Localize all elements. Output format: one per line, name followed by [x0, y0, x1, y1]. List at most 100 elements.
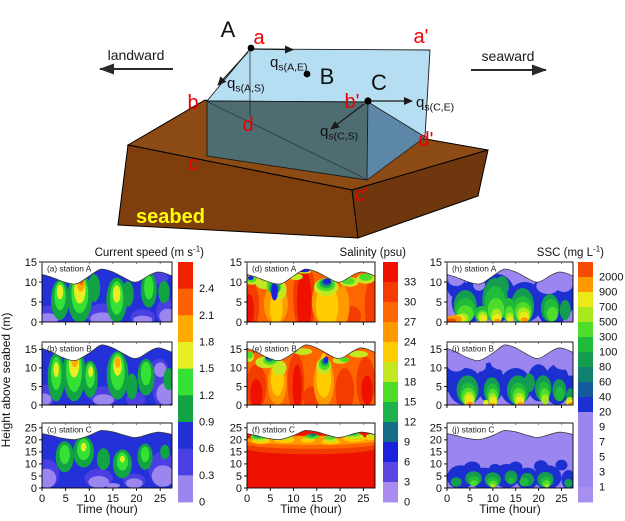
colorbar-tick-label: 3	[404, 477, 410, 489]
panel-label: (i) station B	[452, 344, 494, 354]
panel-border	[41, 261, 173, 323]
contour-field	[447, 430, 573, 488]
label-corner-c-prime: c'	[355, 184, 369, 206]
contour-blob	[559, 300, 571, 320]
colorbar-tick-label: 1.5	[199, 363, 214, 375]
y-tick-label: 10	[25, 277, 37, 289]
panel-label: (e) station B	[252, 344, 297, 354]
y-tick-label: 15	[25, 257, 37, 269]
y-axis-title: Height above seabed (m)	[0, 313, 13, 448]
contour-blob	[361, 375, 373, 405]
panel-border	[446, 261, 574, 323]
colorbar-segment	[578, 487, 593, 503]
contour-blob	[122, 281, 134, 307]
x-tick-label: 0	[244, 493, 250, 505]
contour-blob	[247, 276, 254, 280]
x-tick-label: 10	[83, 493, 95, 505]
x-tick-label: 25	[357, 493, 369, 505]
contour-blob	[53, 362, 59, 378]
contour-blob	[125, 478, 143, 488]
contour-blob	[88, 366, 94, 378]
y-tick-label: 10	[430, 363, 442, 375]
contour-blob	[323, 278, 331, 284]
colorbar-segment	[578, 352, 593, 368]
colorbar-segment	[178, 315, 193, 343]
colorbar-segment	[383, 402, 398, 423]
contour-blob	[73, 353, 77, 357]
contour-blob	[508, 461, 523, 474]
colorbar-segment	[178, 288, 193, 316]
x-tick-label: 10	[487, 493, 499, 505]
y-tick-label: 15	[430, 447, 442, 459]
colorbar-tick-label: 27	[404, 317, 416, 329]
colorbar-tick-label: 2.4	[199, 283, 214, 295]
column-title-ssc: SSC (mg L-1)	[537, 245, 604, 260]
water-surface-line	[446, 268, 574, 285]
x-tick-label: 0	[39, 493, 45, 505]
colorbar-tick-label: 20	[599, 407, 611, 419]
contour-blob	[80, 442, 87, 452]
colorbar-tick-label: 0	[199, 497, 205, 509]
colorbar-segment	[578, 427, 593, 443]
y-tick-label: 5	[236, 471, 242, 483]
contour-blob	[271, 282, 278, 301]
colorbar-tick-label: 9	[599, 422, 605, 434]
label-flux-qsCE: qs(C,E)	[416, 94, 454, 114]
flux-arrow-qsAS	[217, 51, 249, 86]
panel-border	[446, 341, 574, 406]
colorbar-segment	[578, 382, 593, 398]
colorbar-tick-label: 0.9	[199, 417, 214, 429]
y-tick-label: 15	[25, 447, 37, 459]
colorbar-segment	[383, 262, 398, 283]
y-tick-label: 15	[230, 447, 242, 459]
colorbar-ssc: 2000 900 700 500 300 100 80 60 40 20 9 7 5 3 1	[578, 262, 623, 503]
y-tick-label: 20	[430, 435, 442, 447]
label-station-C: C	[371, 70, 387, 95]
y-tick-label: 5	[31, 297, 37, 309]
contour-blob	[447, 318, 457, 323]
panel-salinity-2: (e) station B 0 5 10 15	[230, 341, 376, 412]
y-tick-label: 15	[230, 344, 242, 356]
colorbar-tick-label: 5	[599, 452, 605, 464]
contour-blob	[317, 304, 337, 323]
contour-blob	[310, 433, 316, 436]
column-title-salinity: Salinity (psu)	[340, 247, 407, 259]
contour-blob	[552, 351, 573, 370]
panel-label: (j) station C	[452, 425, 494, 435]
panel-ssc-2: (i) station B 0 5 10 15	[430, 341, 574, 412]
colorbar-segment	[578, 262, 593, 278]
x-tick-label: 15	[311, 493, 323, 505]
panel-ssc-1: (h) station A 0 5 10 15	[430, 257, 574, 329]
contour-blob	[520, 317, 529, 323]
colorbar-segment	[383, 382, 398, 403]
x-tick-label: 10	[287, 493, 299, 505]
colorbar-segment	[383, 482, 398, 503]
y-tick-label: 20	[25, 435, 37, 447]
colorbar-tick-label: 100	[599, 347, 617, 359]
colorbar-tick-label: 1.8	[199, 337, 214, 349]
colorbar-tick-label: 1.2	[199, 390, 214, 402]
contour-blob	[541, 394, 549, 405]
contour-blob	[359, 273, 373, 281]
panel-border	[446, 422, 574, 489]
contour-blob	[292, 364, 302, 405]
contour-blob	[470, 480, 478, 487]
colorbar-tick-label: 500	[599, 317, 617, 329]
contour-blob	[489, 402, 496, 405]
y-tick-label: 0	[31, 483, 37, 495]
contour-blob	[296, 270, 312, 323]
contour-blob	[546, 306, 558, 322]
colorbar-segment	[178, 422, 193, 450]
contour-blob	[72, 352, 78, 361]
y-tick-label: 0	[31, 400, 37, 412]
contour-blob	[247, 351, 254, 359]
water-surface-line	[446, 430, 574, 441]
y-tick-label: 25	[230, 423, 242, 435]
y-tick-label: 25	[430, 423, 442, 435]
y-tick-label: 10	[430, 277, 442, 289]
contour-blob	[483, 399, 489, 405]
colorbar-tick-label: 900	[599, 287, 617, 299]
